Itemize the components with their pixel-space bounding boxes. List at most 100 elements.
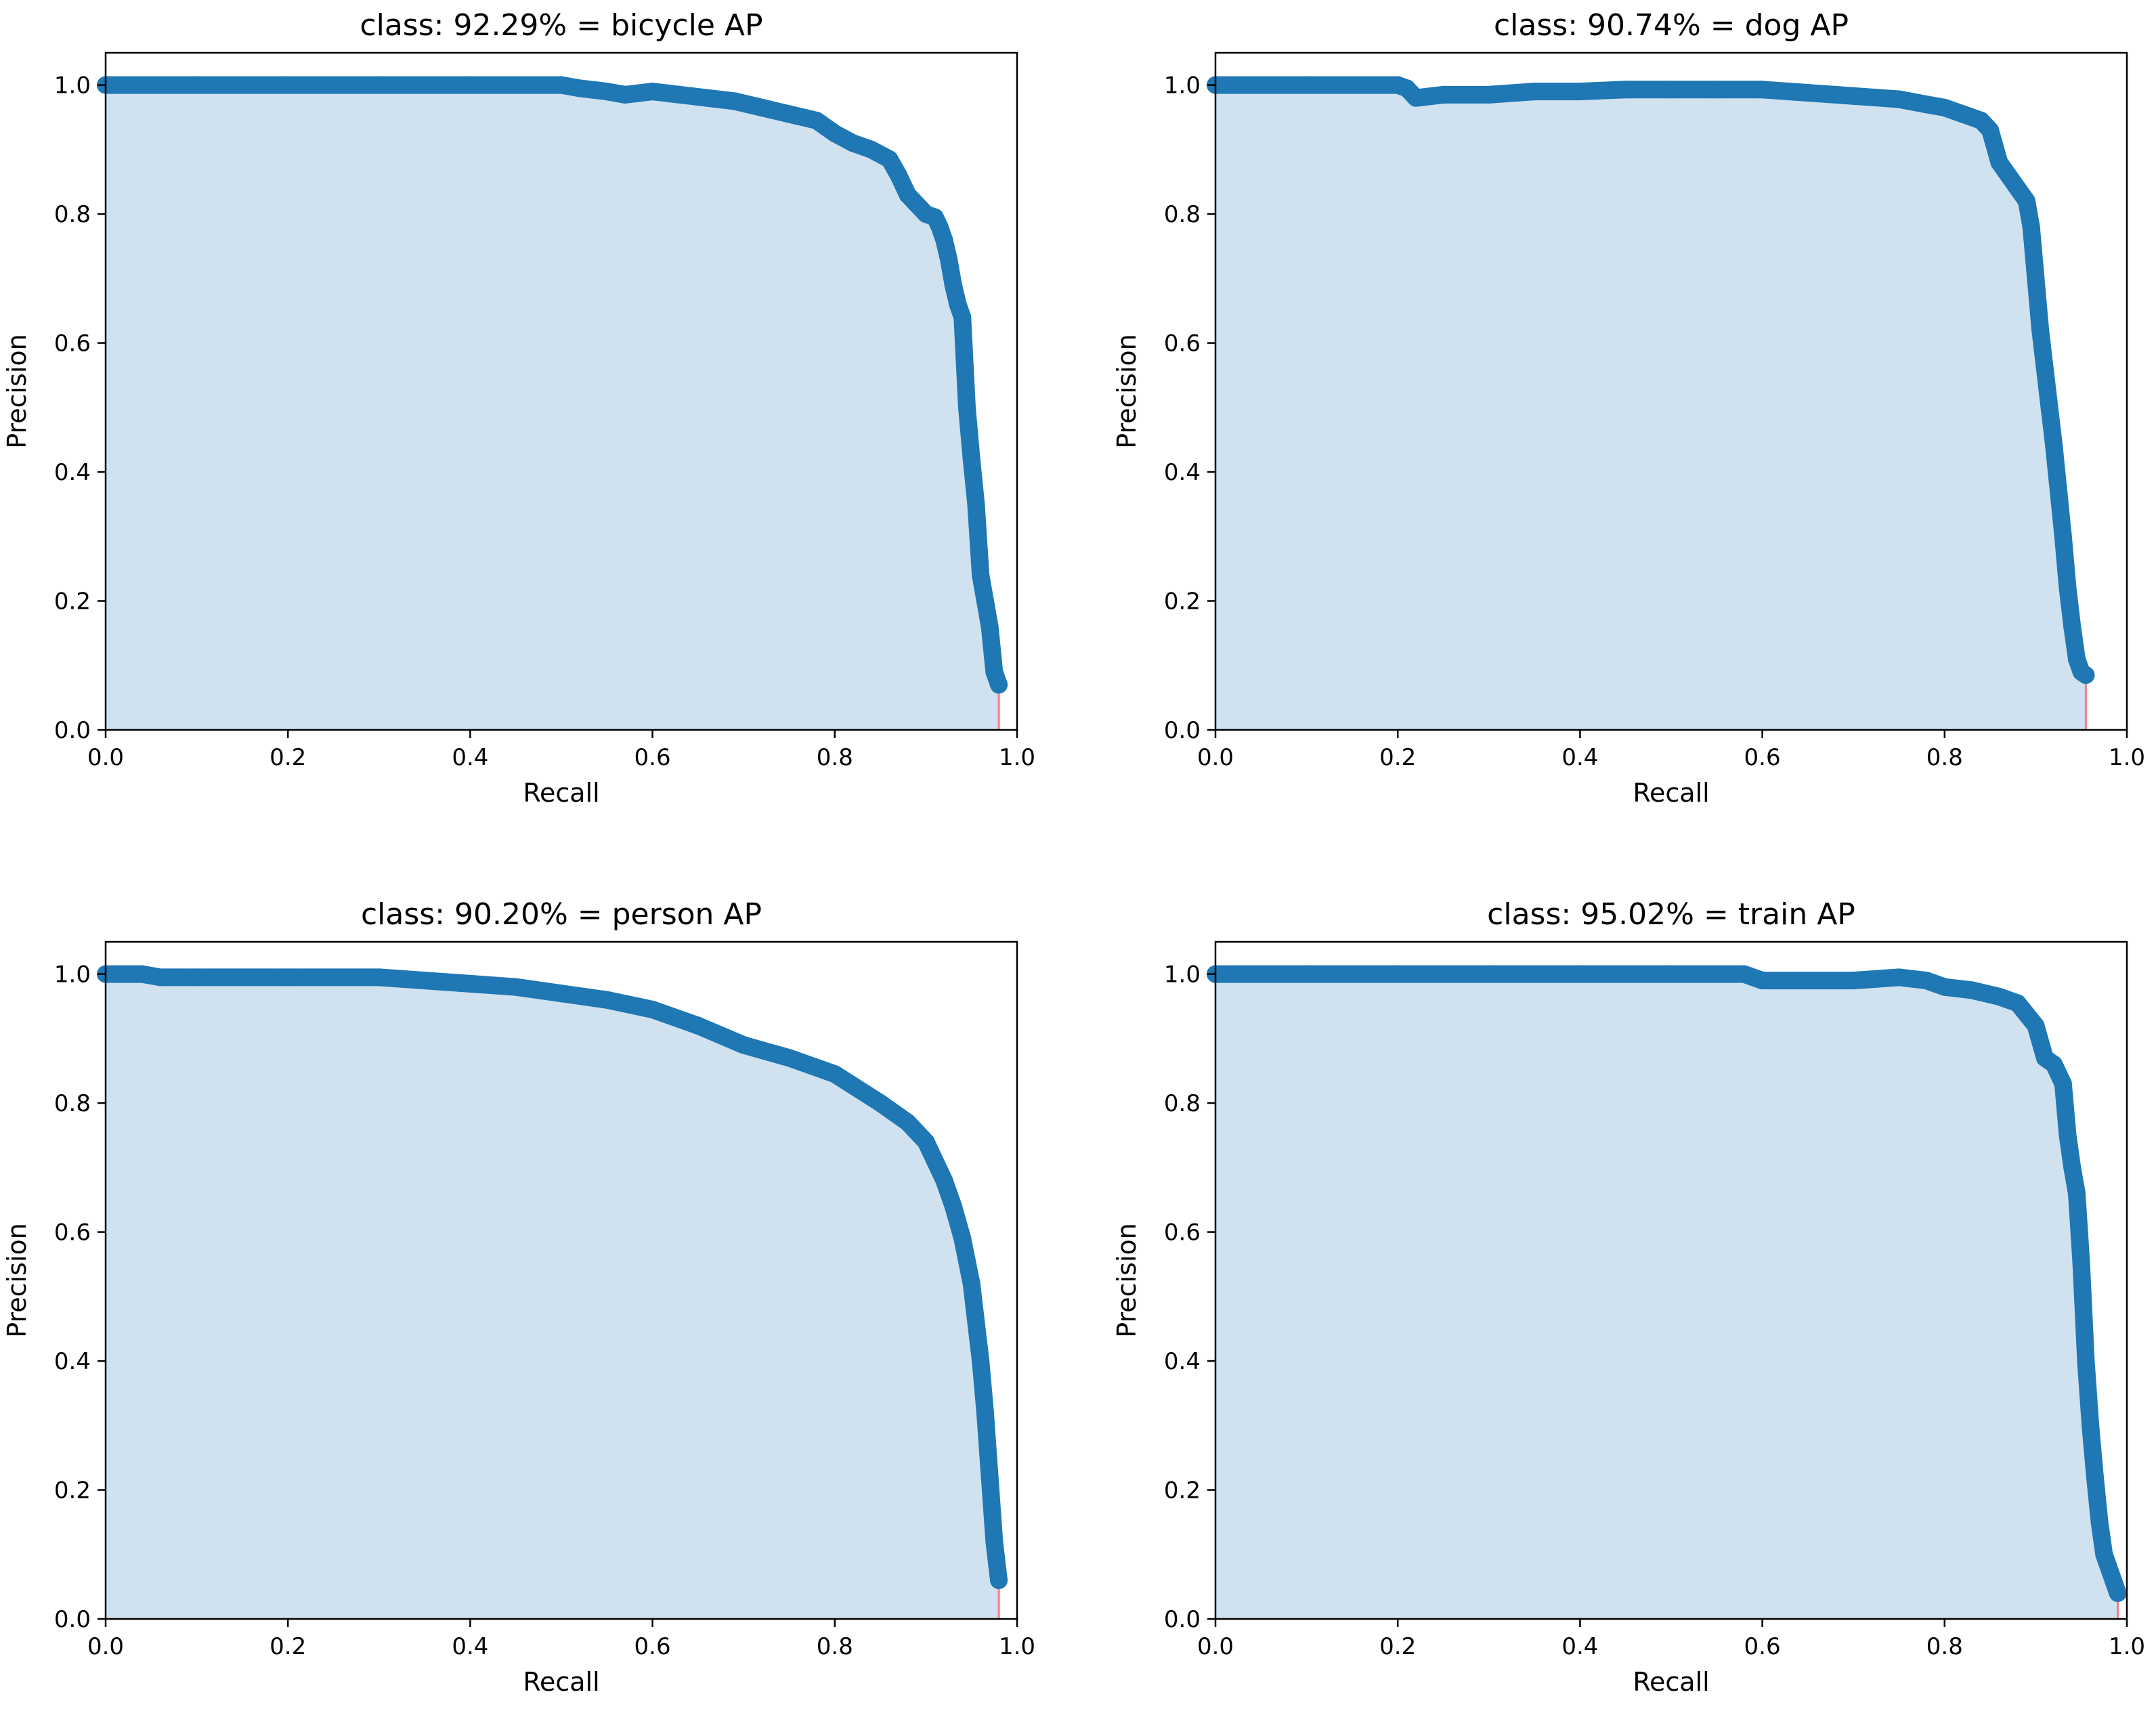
data-point (862, 140, 880, 158)
data-point (2035, 360, 2054, 378)
data-point (2063, 618, 2082, 636)
data-point (553, 76, 570, 94)
data-point (2077, 1352, 2095, 1370)
data-point (151, 968, 169, 987)
chart-title: class: 92.29% = bicycle AP (360, 8, 762, 43)
data-point (2054, 527, 2072, 546)
data-point (935, 1171, 953, 1190)
area-fill (106, 85, 999, 731)
chart-panel: 0.0 0.2 0.4 0.6 0.8 1.0 0.0 0.2 0.4 0.6 0.8 1.0 clas… (1112, 897, 2145, 1697)
data-point (725, 92, 743, 110)
x-tick-label: 0.2 (1379, 1633, 1416, 1660)
y-tick-label: 0.6 (1164, 330, 1201, 358)
data-point (980, 1468, 999, 1486)
data-point (1845, 87, 1863, 105)
data-point (1662, 81, 1680, 99)
y-tick-label: 0.0 (54, 717, 91, 744)
data-point (1616, 81, 1635, 99)
data-point (825, 125, 844, 143)
chart-title: class: 90.74% = dog AP (1494, 8, 1849, 43)
y-tick-label: 0.8 (54, 1090, 91, 1117)
data-point (2082, 1416, 2100, 1435)
y-tick-label: 0.4 (54, 1348, 91, 1375)
y-axis-label: Precision (2, 1223, 32, 1338)
x-tick-label: 0.6 (1744, 744, 1781, 771)
x-axis-label: Recall (523, 1667, 599, 1697)
x-tick-label: 0.2 (270, 744, 306, 771)
data-point (917, 1133, 935, 1151)
chart-panel: 0.0 0.2 0.4 0.6 0.8 1.0 0.0 0.2 0.4 0.6 0.8 1.0 clas… (2, 897, 1035, 1697)
data-point (598, 83, 616, 101)
data-point (1480, 965, 1498, 983)
data-point (1845, 972, 1863, 990)
data-point (1890, 968, 1908, 987)
data-point (461, 76, 479, 94)
chart-panel: 0.0 0.2 0.4 0.6 0.8 1.0 0.0 0.2 0.4 0.6 0.8 1.0 clas… (1112, 8, 2145, 808)
y-tick-label: 0.4 (1164, 1348, 1201, 1375)
data-point (957, 398, 976, 416)
x-tick-label: 0.4 (1561, 1633, 1598, 1660)
axes-frame (1214, 940, 2128, 1620)
data-point (976, 592, 994, 610)
data-point (670, 85, 689, 104)
data-point (990, 676, 1008, 694)
y-axis-label: Precision (1112, 334, 1142, 449)
data-point (940, 250, 958, 268)
data-point (972, 566, 990, 584)
data-point (807, 112, 825, 129)
data-point (2022, 218, 2040, 236)
y-tick-label: 0.8 (1164, 1090, 1201, 1117)
data-point (2054, 1075, 2072, 1093)
data-point (990, 1571, 1008, 1589)
chart-title: class: 95.02% = train AP (1487, 897, 1855, 932)
data-point (598, 991, 616, 1009)
chart-panel: 0.0 0.2 0.4 0.6 0.8 1.0 0.0 0.2 0.4 0.6 0.8 1.0 clas… (2, 8, 1035, 808)
x-tick-label: 1.0 (2109, 1633, 2145, 1660)
area-fill (1215, 974, 2118, 1619)
y-tick-label: 0.6 (1164, 1219, 1201, 1247)
data-point (616, 85, 634, 104)
x-axis-label: Recall (523, 778, 599, 808)
data-point (2017, 192, 2035, 211)
data-point (2077, 666, 2095, 685)
data-point (1798, 84, 1817, 102)
chart-title: class: 90.20% = person AP (361, 897, 762, 932)
x-tick-label: 0.8 (817, 744, 853, 771)
data-point (133, 965, 151, 983)
y-tick-label: 0.2 (1164, 588, 1201, 615)
data-point (780, 1049, 798, 1067)
data-point (2027, 269, 2045, 288)
x-tick-label: 0.8 (1926, 744, 1963, 771)
area-fill (106, 974, 999, 1619)
data-point (967, 495, 985, 513)
data-point (1917, 95, 1935, 114)
data-point (370, 76, 388, 94)
data-point (1526, 83, 1544, 101)
data-point (953, 1230, 972, 1248)
data-point (279, 968, 297, 987)
data-point (871, 1094, 890, 1112)
y-tick-label: 0.0 (54, 1606, 91, 1633)
data-point (962, 1274, 980, 1293)
data-point (2058, 1126, 2077, 1144)
data-point (1753, 972, 1771, 990)
data-point (2050, 482, 2068, 500)
data-point (1297, 965, 1316, 983)
data-point (1981, 121, 2000, 139)
data-point (1434, 85, 1452, 104)
data-point (2072, 1255, 2090, 1274)
x-tick-label: 0.8 (817, 1633, 853, 1660)
axes-frame (1214, 51, 2128, 731)
y-tick-label: 0.6 (54, 330, 91, 358)
x-tick-label: 0.6 (1744, 1633, 1781, 1660)
data-point (2086, 1468, 2104, 1486)
data-point (2000, 166, 2018, 184)
data-point (890, 166, 908, 184)
data-point (506, 978, 525, 996)
data-point (2027, 1016, 2045, 1035)
data-point (643, 83, 662, 101)
x-tick-label: 1.0 (999, 1633, 1035, 1660)
data-point (1480, 85, 1498, 104)
x-tick-label: 0.4 (1561, 744, 1598, 771)
